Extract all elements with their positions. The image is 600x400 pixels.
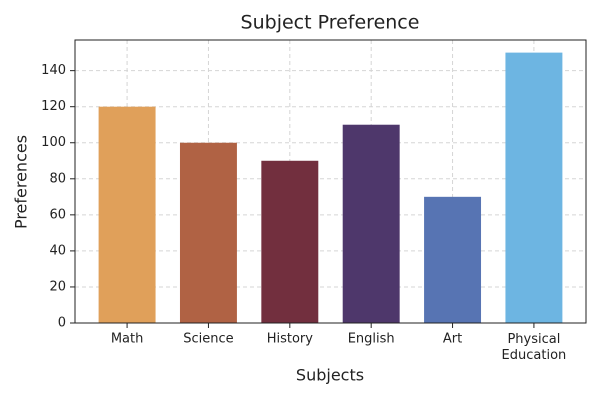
y-tick-label: 20 [49, 279, 66, 294]
bar [261, 160, 319, 323]
y-tick-label: 60 [49, 207, 66, 222]
bar [342, 124, 400, 323]
y-tick-label: 100 [41, 135, 66, 150]
y-tick-label: 0 [58, 316, 66, 331]
y-tick-label: 120 [41, 99, 66, 114]
x-tick-label: Math [111, 332, 144, 347]
y-axis-label: Preferences [12, 135, 31, 229]
chart-title: Subject Preference [241, 12, 420, 34]
bar [424, 196, 482, 323]
x-tick-label: Science [183, 332, 233, 347]
y-tick-label: 80 [49, 171, 66, 186]
x-tick-label: English [348, 332, 395, 347]
bar [179, 142, 237, 323]
x-tick-label: History [267, 332, 314, 347]
bar [98, 106, 156, 323]
y-tick-label: 140 [41, 63, 66, 78]
plot-frame [74, 39, 587, 324]
x-tick-label: Physical Education [502, 332, 567, 363]
x-tick-label: Art [443, 332, 462, 347]
bar [505, 52, 563, 324]
y-tick-label: 40 [49, 243, 66, 258]
x-axis-label: Subjects [296, 366, 364, 385]
